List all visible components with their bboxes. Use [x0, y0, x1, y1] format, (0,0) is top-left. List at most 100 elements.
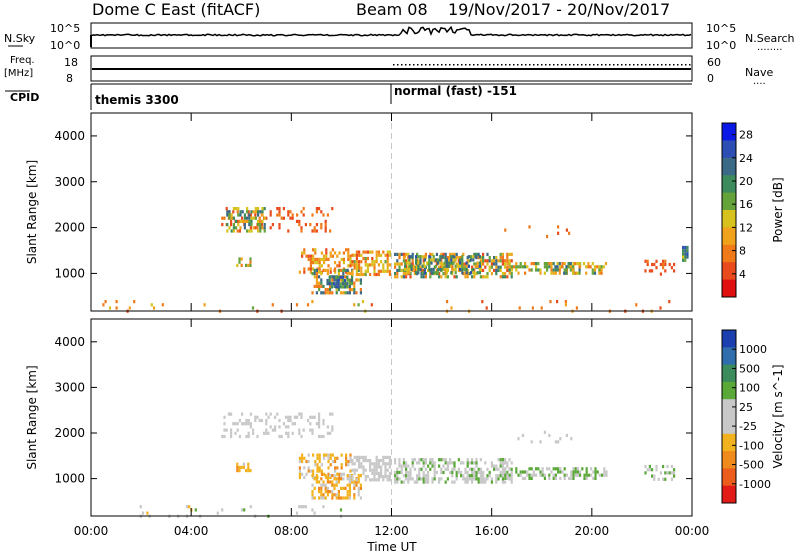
- y-axis-label: Slant Range [km]: [25, 160, 39, 264]
- data-cell: [357, 486, 360, 490]
- data-cell: [546, 234, 549, 239]
- data-cell: [428, 261, 431, 265]
- data-cell: [344, 282, 347, 286]
- data-cell: [329, 474, 332, 478]
- data-cell: [445, 261, 448, 265]
- data-cell: [327, 264, 330, 268]
- data-cell: [431, 458, 434, 462]
- data-cell: [581, 467, 584, 471]
- data-cell: [449, 256, 452, 260]
- data-cell: [518, 306, 521, 310]
- data-cell: [375, 471, 378, 475]
- data-cell: [254, 213, 257, 217]
- data-cell: [482, 480, 485, 484]
- data-cell: [249, 263, 252, 267]
- data-cell: [413, 458, 416, 462]
- data-cell: [604, 262, 608, 266]
- data-cell: [457, 458, 460, 462]
- data-cell: [438, 275, 441, 279]
- data-cell: [335, 496, 338, 500]
- data-cell: [400, 275, 403, 279]
- data-cell: [285, 415, 288, 419]
- data-cell: [269, 425, 272, 429]
- data-cell: [318, 453, 321, 457]
- data-cell: [380, 459, 383, 463]
- data-cell: [493, 259, 496, 263]
- data-cell: [479, 275, 482, 279]
- data-cell: [659, 262, 662, 267]
- data-cell: [456, 264, 459, 268]
- data-cell: [314, 257, 317, 261]
- data-cell: [348, 281, 351, 285]
- nave-point: [569, 64, 571, 66]
- data-cell: [377, 462, 380, 466]
- nave-point: [433, 64, 435, 66]
- data-cell: [289, 210, 292, 214]
- sky-noise-trace: [90, 25, 692, 47]
- data-cell: [546, 265, 549, 269]
- data-cell: [524, 271, 527, 275]
- data-cell: [475, 252, 478, 256]
- colorbar-tick-label: 12: [739, 221, 753, 234]
- data-cell: [334, 251, 337, 255]
- data-cell: [388, 462, 391, 466]
- data-cell: [457, 262, 460, 266]
- data-cell: [298, 505, 301, 509]
- data-cell: [682, 252, 685, 256]
- data-cell: [373, 468, 376, 472]
- data-cell: [556, 300, 559, 304]
- data-cell: [300, 229, 303, 233]
- data-cell: [420, 458, 423, 462]
- data-cell: [351, 462, 354, 466]
- data-cell: [322, 284, 325, 288]
- colorbar-label: Velocity [m s^-1]: [771, 364, 785, 468]
- data-cell: [455, 252, 458, 256]
- data-cell: [366, 269, 369, 273]
- data-cell: [369, 272, 372, 277]
- data-cell: [453, 461, 456, 465]
- data-cell: [241, 216, 244, 220]
- nave-point: [489, 64, 491, 66]
- data-cell: [331, 493, 334, 497]
- colorbar-tick-label: 100: [739, 382, 760, 395]
- data-cell: [429, 458, 432, 462]
- data-cell: [358, 455, 361, 459]
- data-cell: [380, 468, 383, 472]
- data-cell: [331, 453, 334, 457]
- data-cell: [348, 480, 351, 484]
- data-cell: [416, 461, 419, 465]
- nave-point: [617, 64, 619, 66]
- data-cell: [563, 268, 566, 272]
- data-cell: [303, 270, 306, 274]
- data-cell: [396, 275, 399, 279]
- data-cell: [473, 467, 476, 471]
- data-cell: [248, 229, 251, 233]
- data-cell: [236, 428, 239, 432]
- data-cell: [593, 265, 597, 269]
- data-cell: [364, 468, 367, 472]
- data-cell: [486, 252, 489, 256]
- data-cell: [655, 464, 658, 469]
- data-cell: [347, 254, 350, 258]
- data-cell: [267, 431, 270, 435]
- nave-point: [689, 64, 691, 66]
- data-cell: [301, 251, 304, 255]
- data-cell: [475, 262, 478, 266]
- nave-point: [453, 64, 455, 66]
- data-cell: [228, 226, 231, 230]
- data-cell: [444, 461, 447, 465]
- colorbar-swatch: [722, 279, 736, 298]
- data-cell: [558, 262, 561, 266]
- data-cell: [526, 473, 529, 477]
- data-cell: [353, 455, 356, 459]
- data-cell: [353, 288, 356, 292]
- data-cell: [223, 434, 226, 439]
- data-cell: [309, 428, 312, 432]
- data-cell: [668, 262, 671, 267]
- data-cell: [298, 475, 301, 480]
- data-cell: [445, 267, 448, 272]
- nave-point: [425, 64, 427, 66]
- nave-point: [501, 64, 503, 66]
